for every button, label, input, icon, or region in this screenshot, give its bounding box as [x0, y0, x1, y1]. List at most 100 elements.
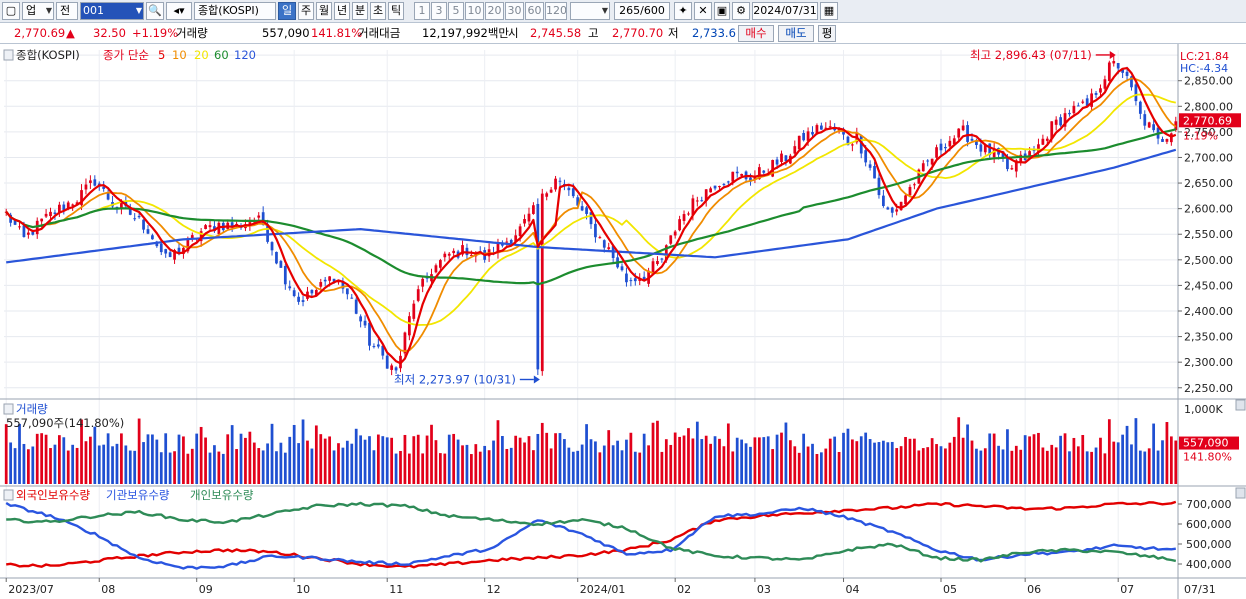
volume-bar — [102, 444, 106, 484]
candle-body — [718, 186, 721, 188]
interval-button-1[interactable]: 1 — [414, 2, 430, 20]
stock-name-field[interactable]: 종합(KOSPI) — [194, 2, 276, 20]
volume-bar — [536, 433, 540, 484]
candle-body — [248, 222, 252, 225]
volume-bar — [337, 443, 340, 484]
volume-bar — [979, 450, 983, 484]
candle-body — [1107, 62, 1111, 81]
candle-body — [775, 159, 779, 165]
volume-bar — [567, 447, 571, 484]
y-tick-label: 2,650.00 — [1184, 177, 1233, 190]
volume-bar — [195, 433, 199, 484]
candle-body — [1165, 139, 1169, 142]
volume-bar — [350, 443, 354, 484]
candle-body — [275, 251, 278, 264]
sell-button[interactable]: 매도 — [778, 25, 814, 42]
candle-body — [771, 160, 775, 177]
interval-button-3[interactable]: 3 — [431, 2, 447, 20]
volume-bar — [62, 437, 66, 484]
volume-bar — [399, 450, 402, 484]
interval-button-10[interactable]: 10 — [465, 2, 484, 20]
period-tab-3[interactable]: 년 — [334, 2, 350, 20]
save-icon[interactable]: ▣ — [714, 2, 730, 20]
calendar-icon[interactable]: ▦ — [820, 2, 838, 20]
period-tab-0[interactable]: 일 — [278, 2, 296, 20]
period-tab-5[interactable]: 초 — [370, 2, 386, 20]
count-max: /600 — [640, 4, 665, 17]
candle-body — [279, 261, 283, 268]
date-field[interactable]: 2024/07/31 — [752, 2, 818, 20]
volume-bar — [252, 442, 256, 484]
candle-body — [1072, 105, 1076, 114]
volume-bar — [1112, 441, 1116, 484]
moving-average-lines — [5, 67, 1177, 365]
candle-body — [106, 192, 110, 200]
volume-ratio: 141.81% — [311, 26, 363, 40]
volume-bar — [1085, 451, 1089, 484]
candle-body — [1059, 117, 1062, 126]
volume-bar — [9, 442, 13, 484]
volume-bar — [239, 433, 243, 484]
volume-bar — [248, 431, 252, 484]
volume-bar — [864, 432, 868, 484]
interval-button-30[interactable]: 30 — [505, 2, 524, 20]
gear-icon[interactable]: ⚙ — [732, 2, 750, 20]
volume-bar — [966, 424, 969, 484]
volume-bar — [1125, 425, 1129, 484]
candle-body — [18, 226, 21, 228]
interval-button-5[interactable]: 5 — [448, 2, 464, 20]
period-tab-2[interactable]: 월 — [316, 2, 332, 20]
interval-dropdown[interactable]: ▼ — [570, 2, 610, 20]
volume-bar — [753, 437, 757, 484]
period-tab-4[interactable]: 분 — [352, 2, 368, 20]
interval-button-20[interactable]: 20 — [485, 2, 504, 20]
quote-bar: 2,770.69 ▲ 32.50 +1.19% 거래량 557,090 141.… — [0, 23, 1246, 44]
volume-bar — [554, 433, 557, 484]
current-price: 2,770.69 — [14, 26, 66, 40]
volume-bar — [1037, 432, 1040, 484]
volume-bar — [598, 452, 602, 484]
candle-body — [1161, 139, 1164, 142]
chevron-down-icon: ▼ — [135, 6, 142, 15]
candle-body — [793, 146, 797, 154]
volume-bar — [1072, 437, 1076, 484]
candle-body — [1054, 119, 1058, 125]
volume-bar — [470, 454, 473, 484]
period-tab-1[interactable]: 주 — [298, 2, 314, 20]
volume-bar — [1152, 423, 1156, 484]
eval-button[interactable]: 평 — [818, 25, 836, 42]
candle-body — [93, 179, 97, 186]
volume-bar — [930, 438, 934, 484]
period-tab-6[interactable]: 틱 — [388, 2, 404, 20]
market-select[interactable]: 업 ▼ — [22, 2, 54, 20]
holding-y-tick-label: 400,000 — [1186, 558, 1232, 571]
candle-body — [797, 135, 801, 150]
holding-line-2 — [6, 501, 1177, 563]
volume-bar — [1045, 450, 1049, 484]
market-type-select[interactable]: 전 — [56, 2, 78, 20]
count-field[interactable]: 265/600 — [614, 2, 670, 20]
volume-bar — [1161, 440, 1164, 484]
sound-icon[interactable]: ◂▾ — [166, 2, 192, 20]
volume-bar — [93, 426, 97, 484]
candle-body — [71, 204, 75, 206]
interval-button-120[interactable]: 120 — [545, 2, 567, 20]
candle-body — [1116, 62, 1120, 69]
volume-bar — [828, 438, 832, 484]
window-icon[interactable]: ▢ — [2, 2, 20, 20]
volume-bar — [926, 447, 930, 484]
buy-button[interactable]: 매수 — [738, 25, 774, 42]
volume-bar — [128, 450, 132, 484]
chart-area[interactable]: 최고 2,896.43 (07/11) 최저 2,273.97 (10/31) 2… — [0, 44, 1246, 599]
candle-body — [332, 278, 336, 282]
volume-bar — [784, 422, 788, 484]
pin-icon[interactable]: ✦ — [674, 2, 692, 20]
interval-button-60[interactable]: 60 — [525, 2, 544, 20]
code-input[interactable]: 001 ▼ — [80, 2, 144, 20]
crosshair-icon[interactable]: ✕ — [694, 2, 712, 20]
candle-body — [607, 247, 611, 250]
candle-body — [115, 206, 119, 208]
candle-body — [509, 239, 513, 244]
search-icon[interactable]: 🔍 — [146, 2, 164, 20]
stock-name: 종합(KOSPI) — [198, 4, 259, 17]
